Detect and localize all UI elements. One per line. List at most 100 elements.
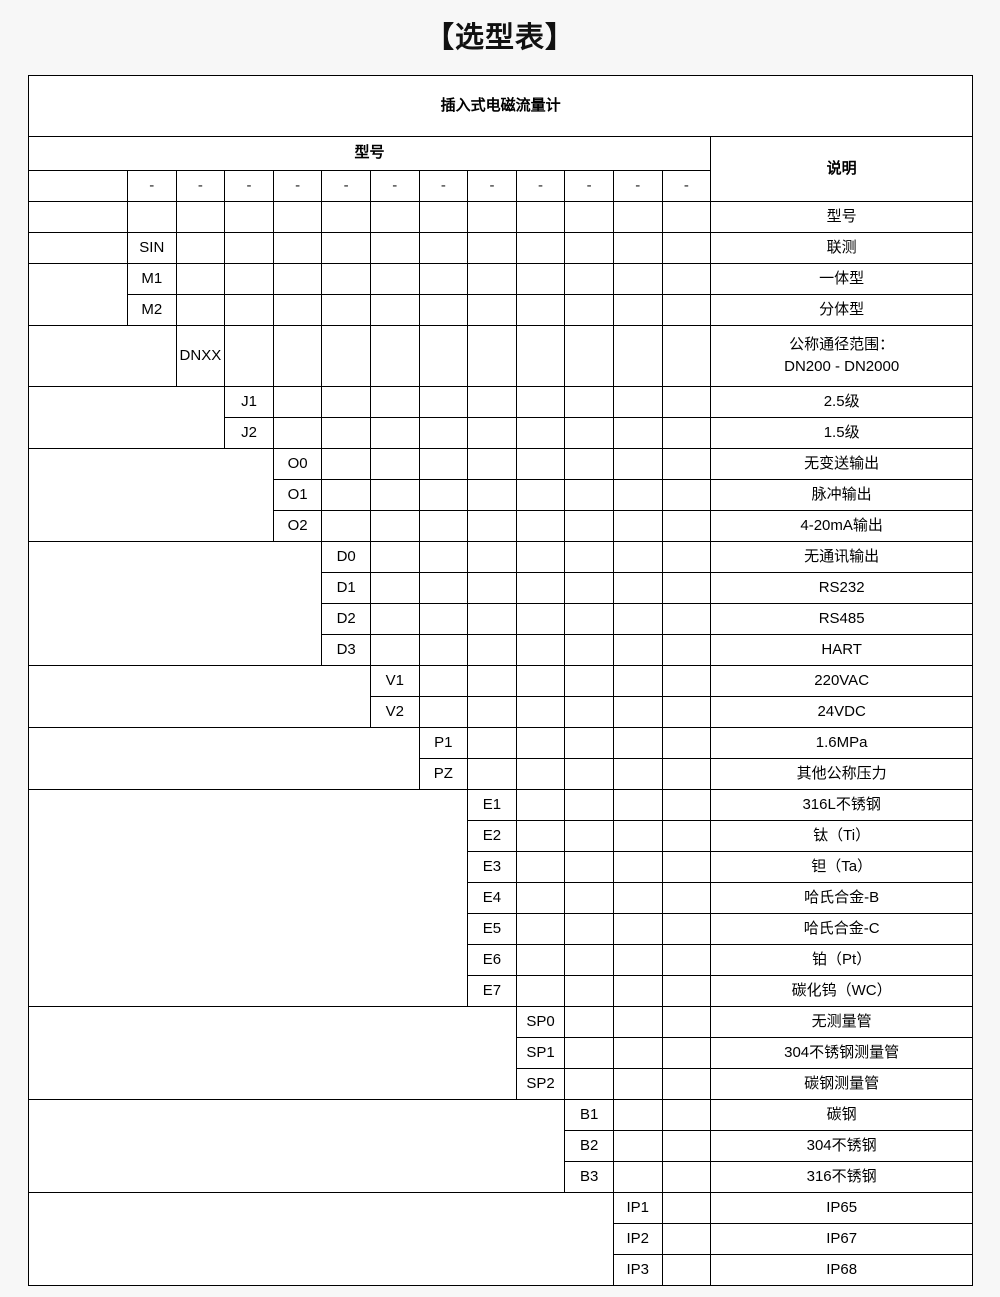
section-label-protection-grade: 防护等级 [28,1192,614,1286]
empty-cell [418,201,469,233]
code-cell-meter-type-1[interactable]: M1 [127,263,177,295]
empty-cell [612,758,663,790]
code-cell-nominal-pressure-2[interactable]: PZ [418,758,469,790]
table-row: IP3 IP68 [29,1254,974,1286]
code-cell-electrode-material-4[interactable]: E4 [467,882,517,914]
description-nominal-pressure-2: 其他公称压力 [710,758,974,790]
code-cell-electrode-material-1[interactable]: E1 [467,789,517,821]
empty-cell [564,913,614,945]
empty-cell [612,448,663,480]
code-cell-electrode-material-2[interactable]: E2 [467,820,517,852]
section-label-company-name: 公司名称 [28,232,128,264]
empty-cell [564,510,614,542]
empty-cell [564,448,614,480]
code-cell-communication-output-type-3[interactable]: D2 [321,603,371,635]
empty-cell [612,1099,663,1131]
table-row: 供电电源 V1 220VAC [28,665,974,728]
empty-cell [661,603,712,635]
empty-cell [661,572,712,604]
empty-cell [661,325,712,387]
model-header: 型号 [27,136,712,171]
code-cell-electrode-material-3[interactable]: E3 [467,851,517,883]
code-cell-meter-type-2[interactable]: M2 [127,294,177,326]
code-cell-body-material-3[interactable]: B3 [564,1161,614,1193]
table-row: D1 RS232 [29,572,974,604]
empty-cell [515,696,566,728]
table-row: O1 脉冲输出 [29,479,974,511]
code-cell-transmit-output-type-3[interactable]: O2 [272,510,323,542]
empty-cell [661,1037,712,1069]
empty-cell [515,758,566,790]
empty-cell [661,386,712,418]
empty-cell [418,417,469,449]
code-cell-body-material-1[interactable]: B1 [564,1099,614,1131]
description-measuring-tube-type-1: 无测量管 [710,1006,974,1038]
empty-cell [175,294,226,326]
empty-cell [661,1130,712,1162]
description-communication-output-type-3: RS485 [710,603,974,635]
empty-cell [272,232,323,264]
code-cell-measuring-tube-type-3[interactable]: SP2 [515,1068,566,1100]
description-electrode-material-2: 钛（Ti） [710,820,974,852]
empty-cell [564,1068,614,1100]
code-cell-power-supply-2[interactable]: V2 [369,696,420,728]
code-cell-transmit-output-type-2[interactable]: O1 [272,479,323,511]
empty-cell [369,201,420,233]
empty-cell [321,510,371,542]
code-cell-measuring-tube-type-1[interactable]: SP0 [515,1006,566,1038]
empty-cell [515,851,566,883]
empty-cell [418,572,469,604]
section-label-model-code: LDGC [28,201,128,233]
code-cell-nominal-pressure-1[interactable]: P1 [418,727,469,759]
empty-cell [467,417,517,449]
code-cell-communication-output-type-2[interactable]: D1 [321,572,371,604]
empty-cell [418,665,469,697]
empty-cell [321,201,371,233]
empty-cell [661,1254,712,1286]
code-cell-protection-grade-3[interactable]: IP3 [612,1254,663,1286]
code-cell-measuring-tube-type-2[interactable]: SP1 [515,1037,566,1069]
description-nominal-diameter-1: 公称通径范围： DN200 - DN2000 [710,325,974,387]
code-cell-accuracy-class-2[interactable]: J2 [224,417,274,449]
description-transmit-output-type-1: 无变送输出 [710,448,974,480]
code-cell-protection-grade-2[interactable]: IP2 [612,1223,663,1255]
description-communication-output-type-2: RS232 [710,572,974,604]
empty-cell [661,789,712,821]
empty-cell [369,479,420,511]
code-cell-electrode-material-7[interactable]: E7 [467,975,517,1007]
empty-cell [418,386,469,418]
code-cell-model-code-1[interactable] [127,201,177,233]
empty-cell [564,1006,614,1038]
code-cell-nominal-diameter-1[interactable]: DNXX [175,325,226,387]
empty-cell [467,263,517,295]
code-cell-protection-grade-1[interactable]: IP1 [612,1192,663,1224]
description-header: 说明 [710,136,974,202]
empty-cell [369,448,420,480]
empty-cell [564,572,614,604]
code-cell-company-name-1[interactable]: SIN [127,232,177,264]
table-row: V2 24VDC [29,696,974,728]
empty-cell [418,232,469,264]
table-row: 公称通径 DNXX 公称通径范围： DN200 - DN2000 [28,325,974,387]
description-meter-type-1: 一体型 [710,263,974,295]
empty-cell [661,263,712,295]
code-cell-communication-output-type-4[interactable]: D3 [321,634,371,666]
table-row: SP1 304不锈钢测量管 [29,1037,974,1069]
empty-cell [564,665,614,697]
code-cell-body-material-2[interactable]: B2 [564,1130,614,1162]
code-cell-electrode-material-5[interactable]: E5 [467,913,517,945]
code-cell-transmit-output-type-1[interactable]: O0 [272,448,323,480]
dash-separator-4: - [272,170,323,202]
empty-cell [467,758,517,790]
code-cell-accuracy-class-1[interactable]: J1 [224,386,274,418]
section-label-communication-output-type: 通讯输出类型 [27,541,323,666]
empty-cell [661,510,712,542]
empty-cell [418,696,469,728]
empty-cell [612,1006,663,1038]
empty-cell [467,479,517,511]
empty-cell [418,634,469,666]
code-cell-communication-output-type-1[interactable]: D0 [321,541,371,573]
code-cell-electrode-material-6[interactable]: E6 [467,944,517,976]
empty-cell [612,541,663,573]
code-cell-power-supply-1[interactable]: V1 [369,665,420,697]
